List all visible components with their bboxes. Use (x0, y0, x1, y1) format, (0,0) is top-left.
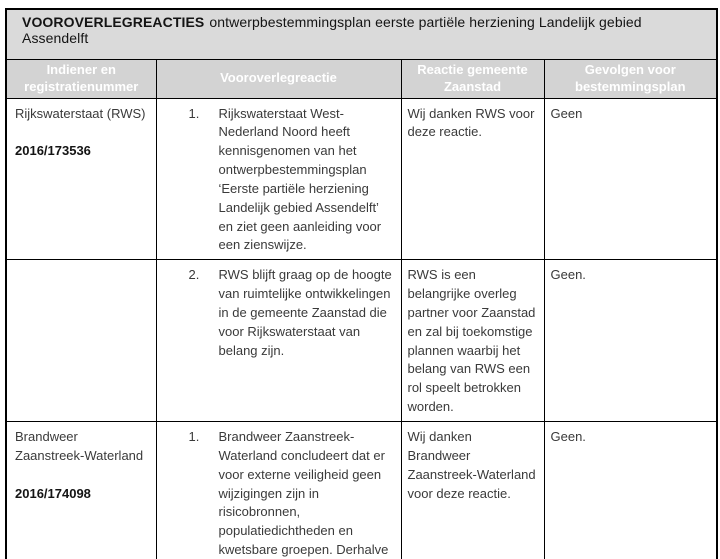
indiener-name: Rijkswaterstaat (RWS) (15, 105, 146, 121)
cell-gevolgen: Geen. (543, 420, 718, 559)
cell-indiener: Brandweer Zaanstreek-Waterland 2016/1740… (5, 420, 157, 559)
numbered-item: 1. Rijkswaterstaat West-Nederland Noord … (163, 105, 395, 256)
item-number: 1. (188, 429, 200, 444)
cell-indiener (5, 259, 157, 422)
table-title: VOOROVERLEGREACTIES ontwerpbestemmingspla… (5, 8, 718, 60)
cell-gevolgen: Geen (543, 97, 718, 261)
cell-reactie-gemeente: RWS is een belangrijke overleg partner v… (400, 259, 545, 422)
item-text: Brandweer Zaanstreek-Waterland concludee… (218, 429, 389, 558)
vooroverleg-table: VOOROVERLEGREACTIES ontwerpbestemmingspla… (5, 8, 719, 559)
item-text: Rijkswaterstaat West-Nederland Noord hee… (218, 105, 382, 253)
title-subtitle-text: ontwerpbestemmingsplan eerste partiële h… (22, 14, 642, 46)
item-number: 1. (188, 105, 200, 121)
column-header-reactie-gemeente: Reactie gemeente Zaanstad (400, 58, 545, 99)
table-header-row: Indiener en registratienummer Vooroverle… (5, 58, 718, 99)
table-row: 2. RWS blijft graag op de hoogte van rui… (5, 259, 718, 422)
cell-vooroverlegreactie: 1. Brandweer Zaanstreek-Waterland conclu… (155, 420, 402, 559)
table-row: Brandweer Zaanstreek-Waterland 2016/1740… (5, 420, 718, 559)
numbered-item: 2. RWS blijft graag op de hoogte van rui… (163, 266, 395, 360)
column-header-vooroverlegreactie: Vooroverlegreactie (155, 58, 402, 99)
table-row: Rijkswaterstaat (RWS) 2016/173536 1. Rij… (5, 97, 718, 261)
cell-reactie-gemeente: Wij danken Brandweer Zaanstreek-Waterlan… (400, 420, 545, 559)
indiener-name: Brandweer Zaanstreek-Waterland (15, 429, 144, 463)
cell-indiener: Rijkswaterstaat (RWS) 2016/173536 (5, 97, 157, 261)
title-bold-text: VOOROVERLEGREACTIES (22, 14, 205, 30)
column-header-indiener: Indiener en registratienummer (5, 58, 157, 99)
cell-vooroverlegreactie: 1. Rijkswaterstaat West-Nederland Noord … (155, 97, 402, 261)
registratienummer: 2016/173536 (15, 143, 91, 159)
item-text: RWS blijft graag op de hoogte van ruimte… (218, 267, 392, 358)
numbered-item: 1. Brandweer Zaanstreek-Waterland conclu… (163, 428, 395, 559)
registratienummer: 2016/174098 (15, 485, 91, 501)
item-number: 2. (188, 267, 200, 283)
column-header-gevolgen: Gevolgen voor bestemmingsplan (543, 58, 718, 99)
cell-vooroverlegreactie: 2. RWS blijft graag op de hoogte van rui… (155, 259, 402, 422)
cell-reactie-gemeente: Wij danken RWS voor deze reactie. (400, 97, 545, 261)
table-title-row: VOOROVERLEGREACTIES ontwerpbestemmingspla… (5, 8, 718, 60)
cell-gevolgen: Geen. (543, 259, 718, 422)
